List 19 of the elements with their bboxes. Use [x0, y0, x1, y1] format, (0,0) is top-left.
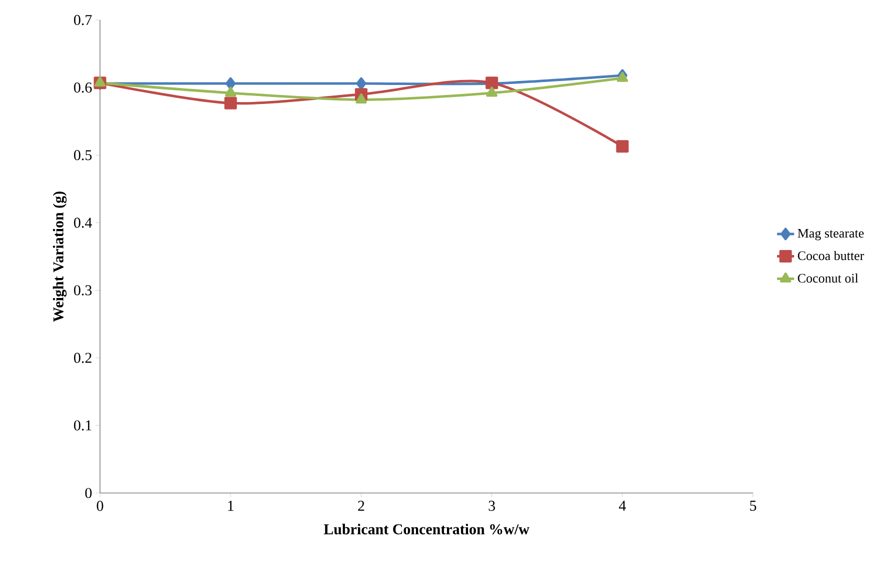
- x-tick-label: 2: [358, 500, 364, 511]
- y-tick-label: 0.6: [74, 82, 92, 93]
- legend-label: Coconut oil: [798, 274, 858, 283]
- y-tick-label: 0.2: [74, 352, 92, 363]
- y-tick-label: 0.5: [74, 150, 92, 160]
- y-tick-label: 0.3: [74, 285, 92, 296]
- x-tick-label: 3: [488, 500, 495, 511]
- x-tick-label: 0: [96, 500, 104, 511]
- y-tick-label: 0.1: [74, 420, 92, 431]
- y-tick-label: 0.4: [74, 218, 92, 228]
- legend-label: Mag stearate: [798, 228, 864, 240]
- y-tick-label: 0: [85, 488, 92, 498]
- x-axis-title: Lubricant Concentration %w/w: [324, 524, 530, 534]
- x-tick-label: 1: [228, 500, 234, 511]
- x-tick-label: 4: [618, 500, 626, 511]
- y-axis-title: Weight Variation (g): [52, 192, 67, 322]
- legend-label: Cocoa butter: [798, 250, 864, 260]
- y-tick-label: 0.7: [74, 14, 92, 26]
- x-tick-label: 5: [750, 500, 756, 511]
